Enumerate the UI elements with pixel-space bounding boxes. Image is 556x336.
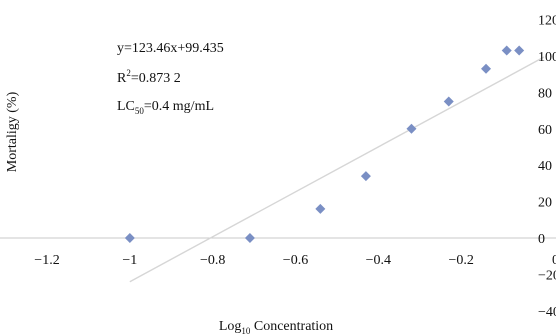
x-tick-labels: −1.2 −1 −0.8 −0.6 −0.4 −0.2 0 xyxy=(34,253,556,268)
y-tick-label: 40 xyxy=(538,159,552,174)
data-point xyxy=(443,96,454,107)
y-tick-label: 120 xyxy=(538,14,556,29)
data-point xyxy=(481,63,492,74)
data-point xyxy=(124,233,135,243)
x-axis-title: Log10 Concentration xyxy=(219,319,333,336)
y-tick-label: 100 xyxy=(538,50,556,65)
x-tick-label: −0.2 xyxy=(448,253,473,268)
data-point xyxy=(406,123,417,134)
x-tick-label: −0.4 xyxy=(366,253,391,268)
x-tick-label: 0 xyxy=(552,253,556,268)
lc50-label: LC50=0.4 mg/mL xyxy=(117,99,214,116)
r-squared-label: R2=0.873 2 xyxy=(117,68,181,86)
trendline xyxy=(129,56,545,283)
y-tick-label: 0 xyxy=(538,232,545,247)
x-tick-label: −0.6 xyxy=(283,253,308,268)
data-point xyxy=(514,45,525,56)
x-tick-label: −1 xyxy=(122,253,137,268)
data-point xyxy=(244,233,255,243)
y-tick-label: −40 xyxy=(538,305,556,320)
y-axis-title: Mortaligy (%) xyxy=(5,91,20,172)
y-tick-label: 60 xyxy=(538,123,552,138)
data-point xyxy=(315,203,326,214)
data-points xyxy=(124,45,525,243)
y-tick-label: −20 xyxy=(538,268,556,283)
x-tick-label: −0.8 xyxy=(200,253,225,268)
regression-equation: y=123.46x+99.435 xyxy=(117,41,224,56)
data-point xyxy=(360,171,371,182)
y-tick-label: 20 xyxy=(538,196,552,211)
x-tick-label: −1.2 xyxy=(34,253,59,268)
y-tick-label: 80 xyxy=(538,86,552,101)
data-point xyxy=(501,45,512,56)
y-tick-labels: −40−20020406080100120 xyxy=(538,14,556,320)
trendline-group xyxy=(129,56,545,283)
